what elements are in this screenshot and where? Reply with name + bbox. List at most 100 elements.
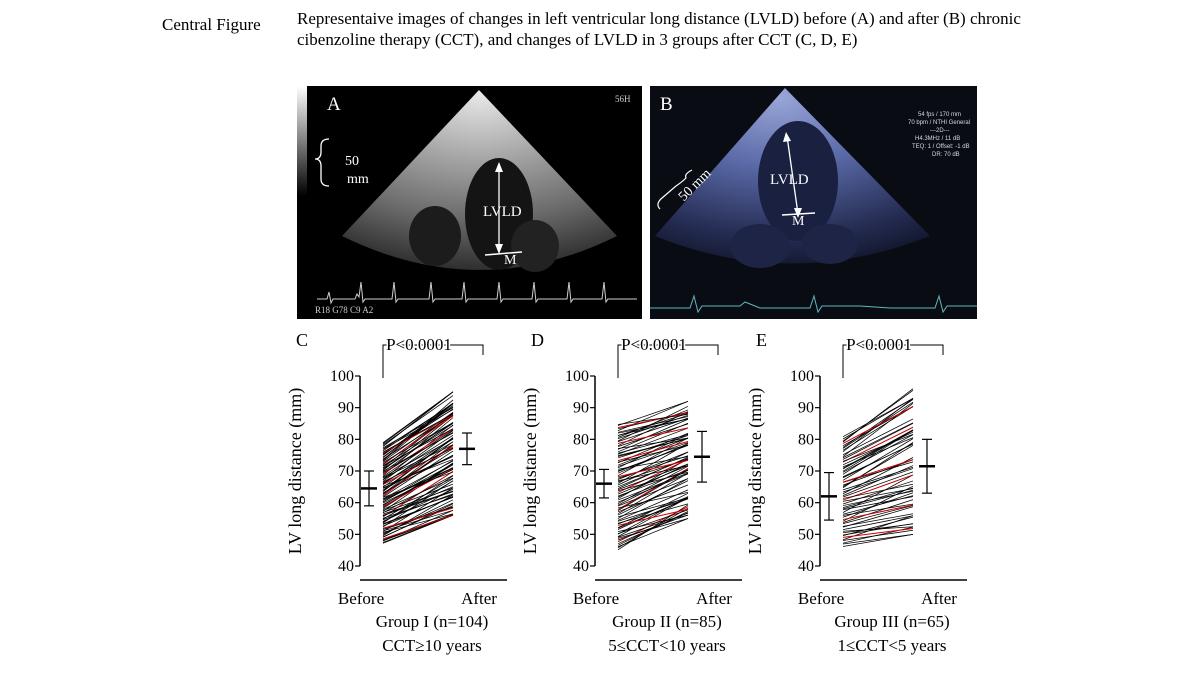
patient-line (617, 456, 689, 470)
echo-b-info-5: DR: 70 dB (932, 152, 960, 158)
echo-a-graphic (297, 86, 637, 305)
patient-line (842, 483, 914, 499)
chart-panel-d: D P<0.0001 40 50 60 70 80 90 100 Before After LV lo… (520, 330, 742, 655)
patient-line (842, 434, 914, 462)
echo-image-before: A 50 mm LVLD M 56H R18 G78 C9 A2 (297, 86, 642, 319)
echo-b-m-label: M (792, 214, 805, 229)
patient-line (382, 409, 454, 450)
x-label-after: After (461, 589, 497, 608)
patient-line (842, 488, 914, 502)
echo-a-m-label: M (504, 253, 517, 268)
scale-brace (314, 138, 330, 187)
patient-line (617, 413, 689, 425)
patient-line (842, 442, 914, 489)
patient-line (382, 391, 454, 443)
patient-line (617, 440, 689, 462)
patient-line (382, 467, 454, 501)
patient-line (842, 431, 914, 466)
patient-line (382, 463, 454, 503)
patient-line (382, 514, 454, 540)
patient-line (842, 422, 914, 460)
x-label-after: After (696, 589, 732, 608)
patient-line (617, 427, 689, 444)
patient-line (617, 508, 689, 526)
x-label-before: Before (573, 589, 619, 608)
patient-line (842, 523, 914, 534)
patient-line (617, 509, 689, 534)
patient-line (382, 514, 454, 544)
patient-line (382, 496, 454, 525)
patient-line (617, 442, 689, 467)
patient-line (382, 403, 454, 461)
patient-line (617, 478, 689, 507)
patient-line (382, 513, 454, 533)
group-label: Group II (n=85) (612, 612, 722, 631)
y-tick-label: 100 (790, 368, 814, 385)
patient-line (617, 484, 689, 513)
ecg-trace-b (650, 294, 977, 314)
group-sublabel: CCT≥10 years (382, 636, 482, 655)
y-tick-label: 90 (798, 400, 814, 417)
echo-a-lvld-label: LVLD (483, 204, 522, 220)
patient-line (382, 458, 454, 487)
y-tick-label: 90 (573, 400, 589, 417)
patient-line (842, 437, 914, 468)
y-tick-label: 60 (573, 495, 589, 512)
y-tick-label: 70 (798, 463, 814, 480)
y-tick-label: 50 (798, 526, 814, 543)
echo-b-info-3: H4.3MHz / 11 dB (915, 136, 960, 142)
patient-line (617, 503, 689, 524)
patient-line (617, 445, 689, 472)
patient-line (617, 514, 689, 533)
patient-line (382, 447, 454, 483)
panel-b-letter: B (660, 94, 673, 115)
patient-line (842, 430, 914, 470)
ecg-trace (317, 281, 637, 305)
y-tick-label: 100 (330, 368, 354, 385)
y-axis-label: LV long distance (mm) (520, 388, 541, 554)
patient-line (842, 487, 914, 509)
y-tick-label: 70 (338, 463, 354, 480)
chart-panel-e: E P<0.0001 40 50 60 70 80 90 100 Before After LV lo… (745, 330, 967, 655)
patient-line (842, 516, 914, 536)
patient-line (617, 434, 689, 454)
patient-line (382, 423, 454, 470)
patient-line (617, 512, 689, 538)
y-tick-label: 80 (338, 431, 354, 448)
patient-line (382, 509, 454, 532)
y-tick-label: 80 (798, 431, 814, 448)
patient-line (382, 460, 454, 500)
patient-line (842, 434, 914, 473)
lv-cavity-b (758, 121, 838, 241)
y-tick-label: 40 (573, 558, 589, 575)
p-value-label: P<0.0001 (621, 335, 687, 354)
patient-line (382, 483, 454, 511)
patient-line (382, 413, 454, 453)
patient-line (382, 477, 454, 510)
patient-line (617, 418, 689, 434)
y-tick-label: 40 (338, 558, 354, 575)
patient-line (382, 467, 454, 500)
patient-line (382, 438, 454, 488)
echo-a-scale-value: 50 (345, 154, 359, 169)
patient-line (382, 446, 454, 485)
patient-line (617, 497, 689, 518)
echo-a-scale-unit: mm (347, 172, 369, 187)
patient-line (382, 478, 454, 520)
patient-line (842, 480, 914, 505)
patient-line (842, 438, 914, 481)
patient-line (842, 490, 914, 506)
patient-line (842, 468, 914, 493)
patient-line (842, 506, 914, 528)
patient-line (842, 513, 914, 527)
patient-line (617, 465, 689, 482)
patient-line (842, 499, 914, 523)
y-tick-label: 100 (565, 368, 589, 385)
figure-label: Central Figure (162, 15, 261, 34)
significance-bracket (382, 344, 484, 378)
panel-letter: C (296, 330, 308, 350)
patient-line (842, 496, 914, 511)
patient-line (842, 390, 914, 442)
patient-line (382, 448, 454, 491)
patient-line (842, 504, 914, 521)
